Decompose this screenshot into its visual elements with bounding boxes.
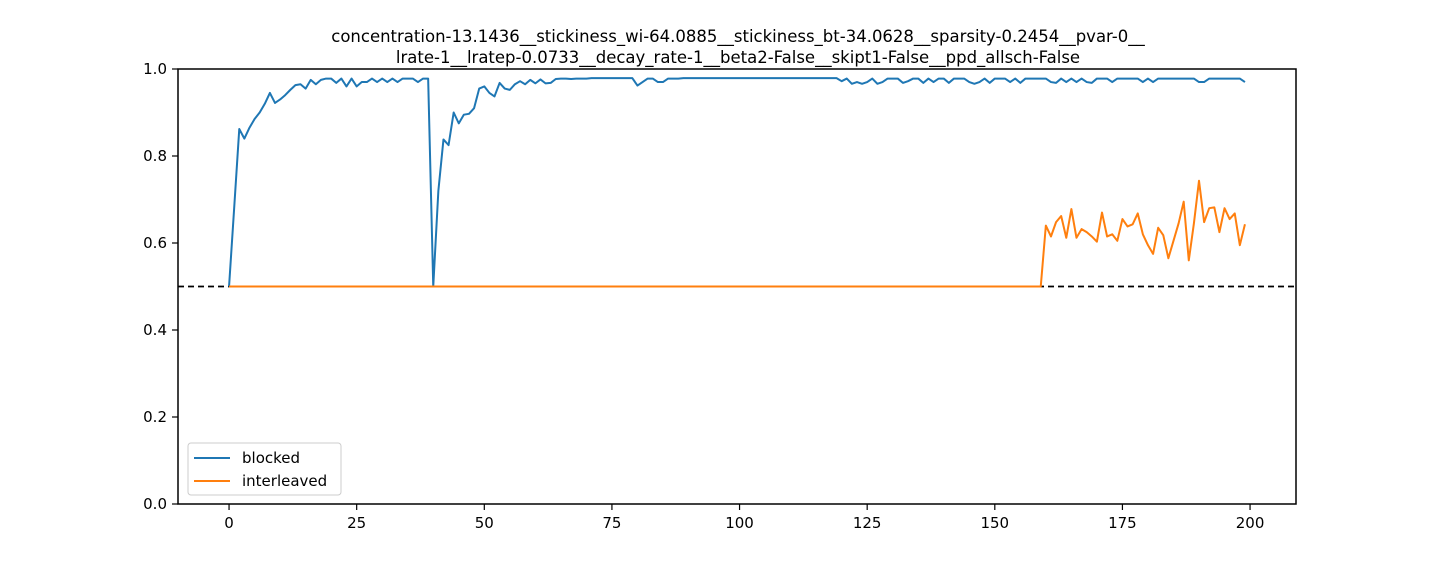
legend-label-interleaved: interleaved (242, 472, 327, 490)
chart-title-line-2: lrate-1__lratep-0.0733__decay_rate-1__be… (396, 48, 1080, 68)
x-tick-label: 125 (853, 514, 882, 532)
series-line-blocked (228, 77, 1246, 288)
x-tick-label: 150 (980, 514, 1009, 532)
x-tick-label: 50 (475, 514, 494, 532)
chart-title-line-1: concentration-13.1436__stickiness_wi-64.… (331, 27, 1145, 47)
y-tick-label: 1.0 (143, 60, 167, 78)
x-tick-label: 100 (725, 514, 754, 532)
y-tick-label: 0.6 (143, 234, 167, 252)
y-tick-label: 0.0 (143, 495, 167, 513)
y-tick-label: 0.2 (143, 408, 167, 426)
x-tick-label: 0 (224, 514, 234, 532)
plot-area: 0 25 50 75 100 125 150 175 200 0.0 0.2 0.4 0.6 0.8 1.0… (143, 60, 1297, 532)
y-tick-label: 0.4 (143, 321, 167, 339)
x-tick-label: 200 (1236, 514, 1265, 532)
series-line-interleaved (229, 179, 1246, 288)
x-tick-label: 25 (347, 514, 366, 532)
x-tick-label: 75 (602, 514, 621, 532)
y-tick-label: 0.8 (143, 147, 167, 165)
plot-frame (177, 68, 1297, 505)
x-tick-label: 175 (1108, 514, 1137, 532)
legend-label-blocked: blocked (242, 449, 300, 467)
